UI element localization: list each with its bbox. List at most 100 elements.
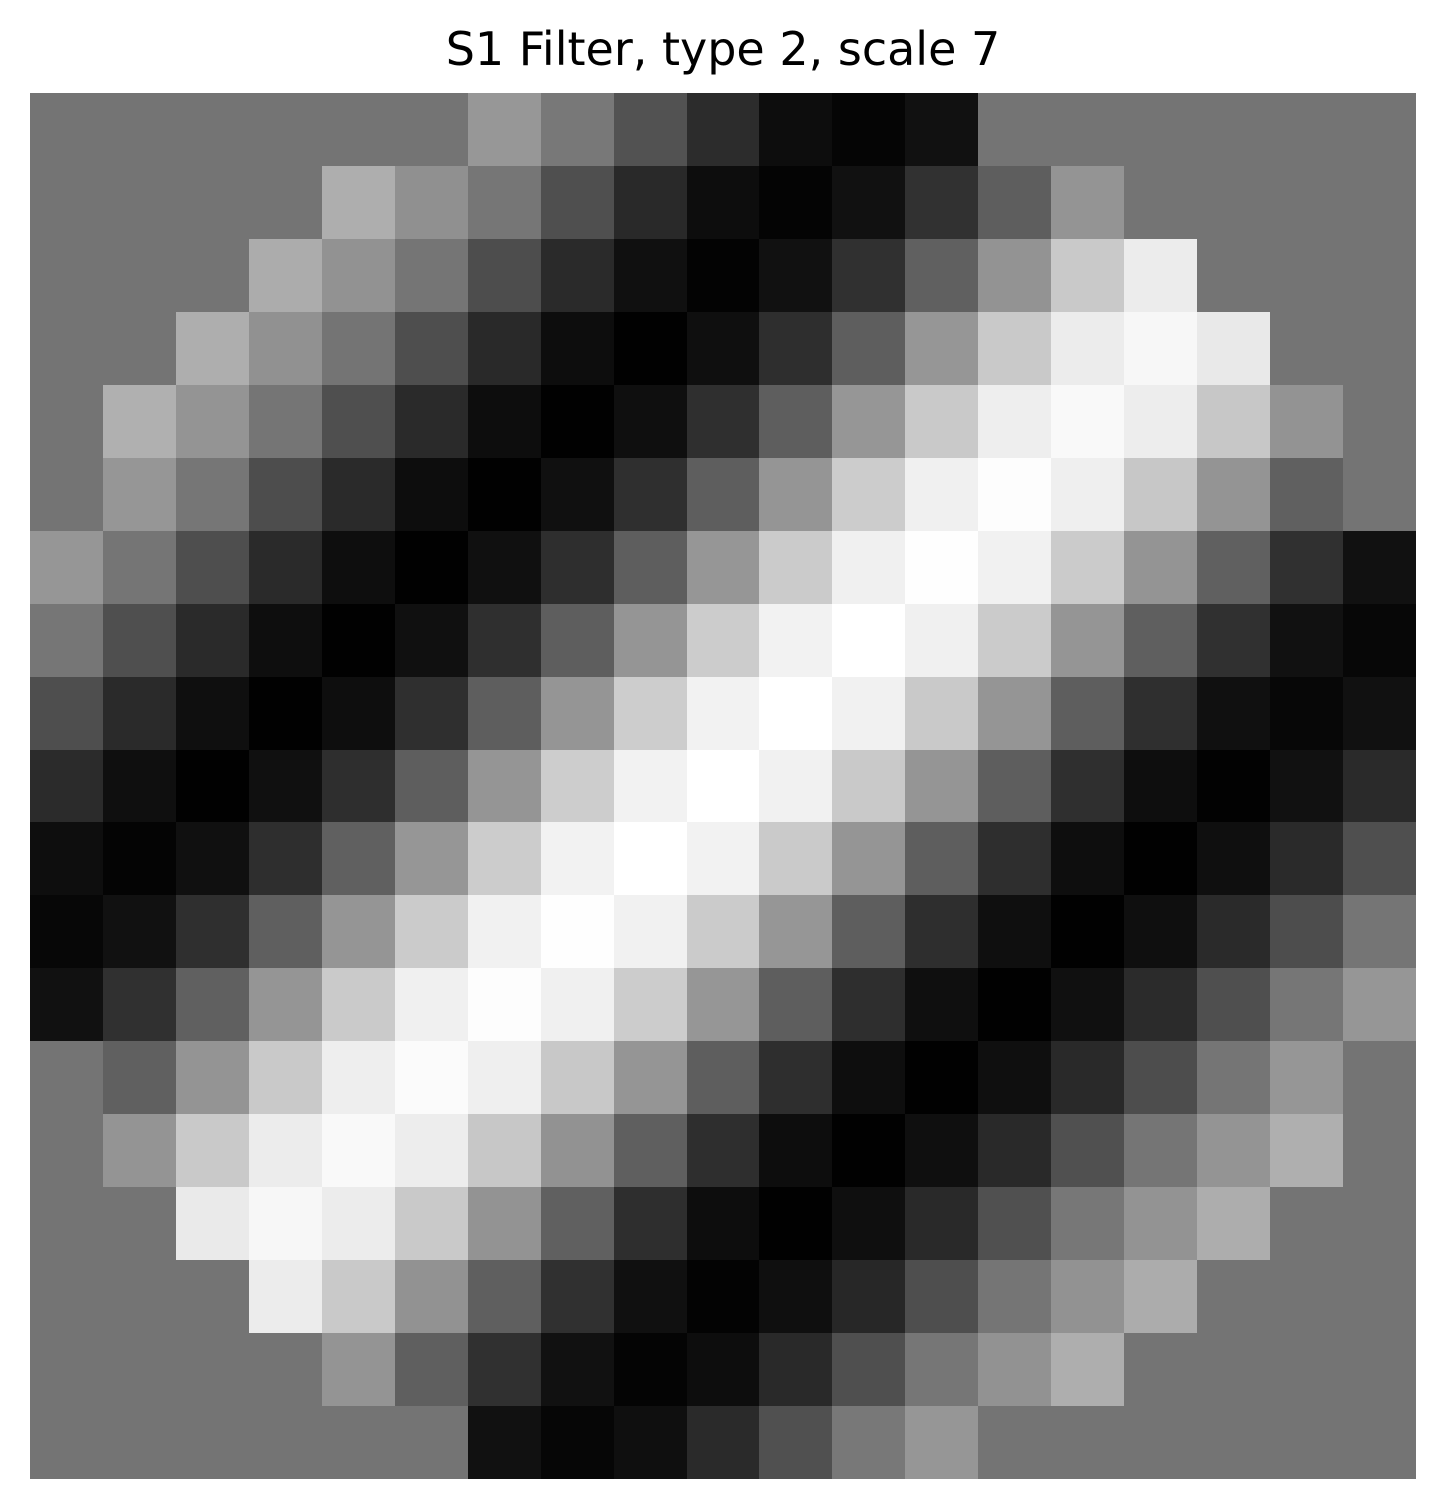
heatmap-cell bbox=[30, 1406, 104, 1479]
heatmap-cell bbox=[687, 1114, 760, 1188]
heatmap-cell bbox=[395, 604, 469, 678]
heatmap-cell bbox=[832, 385, 906, 459]
heatmap-cell bbox=[687, 1333, 760, 1407]
heatmap-cell bbox=[905, 1041, 979, 1115]
heatmap-cell bbox=[1124, 1187, 1198, 1261]
heatmap-cell bbox=[30, 1114, 104, 1188]
heatmap-cell bbox=[468, 93, 542, 167]
heatmap-cell bbox=[395, 458, 469, 532]
heatmap-cell bbox=[687, 239, 760, 313]
heatmap-cell bbox=[687, 93, 760, 167]
heatmap-cell bbox=[1343, 750, 1416, 823]
heatmap-cell bbox=[687, 822, 760, 896]
heatmap-cell bbox=[1124, 1041, 1198, 1115]
heatmap-cell bbox=[832, 93, 906, 167]
heatmap-cell bbox=[30, 385, 104, 459]
heatmap-cell bbox=[541, 750, 615, 823]
heatmap-cell bbox=[759, 385, 833, 459]
heatmap-cell bbox=[176, 1333, 250, 1407]
heatmap-cell bbox=[905, 822, 979, 896]
heatmap-cell bbox=[468, 531, 542, 605]
heatmap-cell bbox=[832, 822, 906, 896]
heatmap-cell bbox=[322, 968, 396, 1042]
heatmap-cell bbox=[176, 385, 250, 459]
heatmap-cell bbox=[322, 93, 396, 167]
heatmap-cell bbox=[176, 312, 250, 386]
heatmap-cell bbox=[322, 1187, 396, 1261]
heatmap-cell bbox=[468, 458, 542, 532]
heatmap-cell bbox=[468, 750, 542, 823]
heatmap-cell bbox=[1270, 677, 1344, 751]
heatmap-cell bbox=[1197, 750, 1271, 823]
heatmap-cell bbox=[1124, 822, 1198, 896]
heatmap-cell bbox=[30, 1187, 104, 1261]
heatmap-cell bbox=[249, 1114, 323, 1188]
heatmap-cell bbox=[322, 677, 396, 751]
heatmap-cell bbox=[1343, 531, 1416, 605]
heatmap-cell bbox=[30, 458, 104, 532]
heatmap-cell bbox=[103, 166, 177, 240]
heatmap-cell bbox=[687, 1041, 760, 1115]
heatmap-cell bbox=[1197, 239, 1271, 313]
heatmap-cell bbox=[1197, 1187, 1271, 1261]
heatmap-cell bbox=[832, 458, 906, 532]
heatmap-cell bbox=[103, 1406, 177, 1479]
heatmap-cell bbox=[687, 312, 760, 386]
heatmap-cell bbox=[759, 93, 833, 167]
heatmap-cell bbox=[905, 1333, 979, 1407]
heatmap-cell bbox=[1051, 677, 1125, 751]
heatmap-cell bbox=[541, 895, 615, 969]
heatmap-cell bbox=[541, 531, 615, 605]
heatmap-cell bbox=[103, 750, 177, 823]
heatmap-cell bbox=[1343, 1406, 1416, 1479]
heatmap-cell bbox=[176, 1260, 250, 1334]
heatmap-cell bbox=[322, 385, 396, 459]
heatmap-cell bbox=[614, 1187, 688, 1261]
heatmap-cell bbox=[1051, 895, 1125, 969]
heatmap bbox=[30, 93, 1416, 1479]
heatmap-cell bbox=[395, 1406, 469, 1479]
heatmap-cell bbox=[1270, 458, 1344, 532]
heatmap-cell bbox=[614, 166, 688, 240]
heatmap-cell bbox=[249, 458, 323, 532]
heatmap-cell bbox=[1051, 968, 1125, 1042]
heatmap-cell bbox=[1124, 166, 1198, 240]
heatmap-cell bbox=[176, 458, 250, 532]
heatmap-cell bbox=[687, 1260, 760, 1334]
heatmap-cell bbox=[103, 1041, 177, 1115]
heatmap-cell bbox=[1270, 239, 1344, 313]
heatmap-cell bbox=[978, 1041, 1052, 1115]
heatmap-cell bbox=[176, 531, 250, 605]
heatmap-cell bbox=[30, 750, 104, 823]
heatmap-cell bbox=[614, 1041, 688, 1115]
heatmap-cell bbox=[759, 1114, 833, 1188]
heatmap-cell bbox=[1343, 312, 1416, 386]
heatmap-cell bbox=[1197, 1406, 1271, 1479]
heatmap-cell bbox=[905, 1187, 979, 1261]
heatmap-cell bbox=[1343, 1041, 1416, 1115]
heatmap-cell bbox=[905, 1260, 979, 1334]
heatmap-cell bbox=[1124, 531, 1198, 605]
heatmap-cell bbox=[978, 531, 1052, 605]
heatmap-cell bbox=[1051, 531, 1125, 605]
heatmap-cell bbox=[1270, 1406, 1344, 1479]
heatmap-cell bbox=[832, 531, 906, 605]
heatmap-cell bbox=[1051, 166, 1125, 240]
heatmap-cell bbox=[759, 968, 833, 1042]
heatmap-cell bbox=[468, 1406, 542, 1479]
heatmap-cell bbox=[759, 312, 833, 386]
heatmap-cell bbox=[614, 239, 688, 313]
heatmap-cell bbox=[395, 822, 469, 896]
heatmap-cell bbox=[978, 458, 1052, 532]
heatmap-cell bbox=[1270, 895, 1344, 969]
heatmap-cell bbox=[176, 1041, 250, 1115]
heatmap-cell bbox=[1270, 93, 1344, 167]
heatmap-cell bbox=[1270, 1041, 1344, 1115]
heatmap-cell bbox=[614, 312, 688, 386]
heatmap-cell bbox=[468, 895, 542, 969]
heatmap-cell bbox=[468, 1260, 542, 1334]
heatmap-cell bbox=[759, 895, 833, 969]
heatmap-cell bbox=[832, 1114, 906, 1188]
heatmap-cell bbox=[1197, 93, 1271, 167]
heatmap-cell bbox=[1051, 822, 1125, 896]
